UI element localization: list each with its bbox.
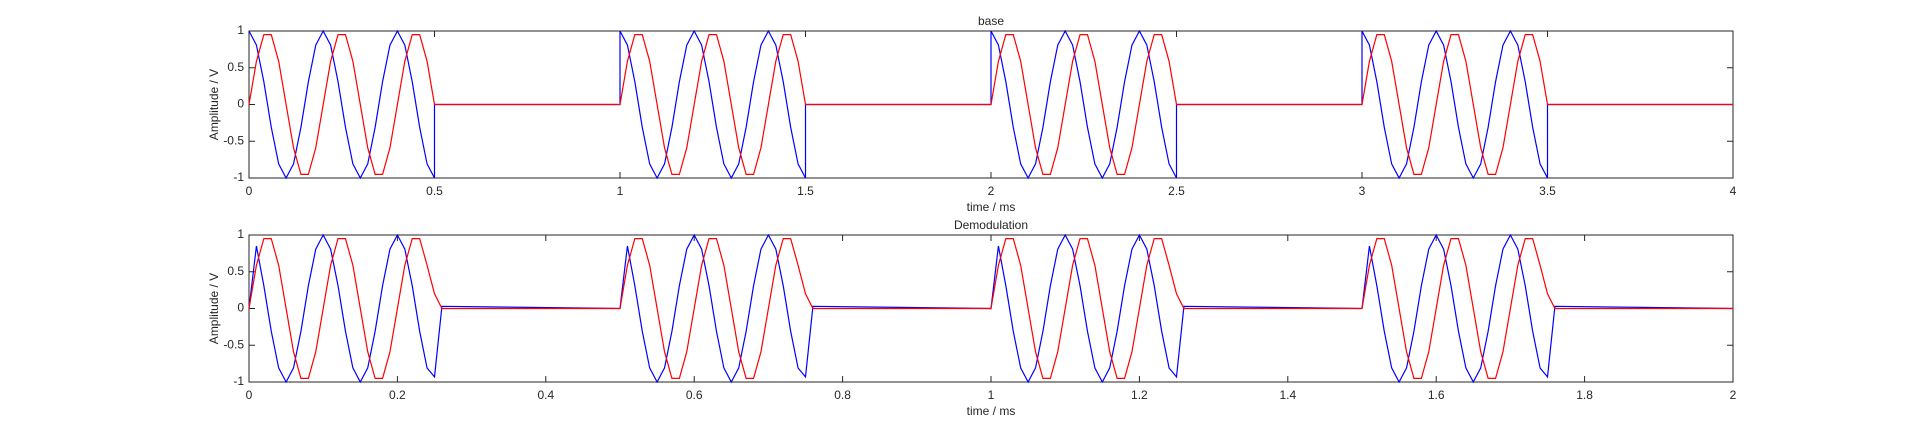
x-tick-label: 1.8 (1576, 388, 1593, 402)
chart-title: Demodulation (954, 218, 1028, 232)
x-tick-label: 2 (1730, 388, 1737, 402)
x-tick-label: 2 (988, 184, 995, 198)
y-axis-label: Amplitude / V (207, 69, 221, 140)
x-tick-label: 0.6 (686, 388, 703, 402)
y-axis-label: Amplitude / V (207, 273, 221, 344)
x-tick-label: 0.4 (537, 388, 554, 402)
y-tick-label: -0.5 (223, 337, 244, 351)
x-axis-label: time / ms (967, 200, 1016, 214)
x-tick-label: 3 (1359, 184, 1366, 198)
x-tick-label: 4 (1730, 184, 1737, 198)
y-tick-label: 1 (237, 227, 244, 241)
x-tick-label: 0.8 (834, 388, 851, 402)
x-tick-label: 1.2 (1131, 388, 1148, 402)
x-tick-label: 1.4 (1279, 388, 1296, 402)
y-tick-label: -1 (233, 170, 244, 184)
data-line (248, 34, 1733, 175)
x-tick-label: 2.5 (1168, 184, 1185, 198)
chart-title: base (978, 14, 1004, 28)
x-tick-label: 0 (246, 388, 253, 402)
x-tick-label: 1.5 (797, 184, 814, 198)
x-tick-label: 3.5 (1539, 184, 1556, 198)
y-tick-label: 0 (237, 301, 244, 315)
y-tick-label: 0 (237, 97, 244, 111)
x-tick-label: 0.2 (389, 388, 406, 402)
y-tick-label: 0.5 (227, 264, 244, 278)
y-tick-label: -1 (233, 374, 244, 388)
y-tick-label: 0.5 (227, 60, 244, 74)
x-axis-label: time / ms (967, 404, 1016, 418)
data-line (248, 29, 1733, 180)
y-tick-label: -0.5 (223, 133, 244, 147)
x-tick-label: 1 (617, 184, 624, 198)
x-tick-label: 1.6 (1428, 388, 1445, 402)
x-tick-label: 1 (988, 388, 995, 402)
x-tick-label: 0.5 (426, 184, 443, 198)
data-line (248, 238, 1733, 379)
y-tick-label: 1 (237, 23, 244, 37)
x-tick-label: 0 (246, 184, 253, 198)
